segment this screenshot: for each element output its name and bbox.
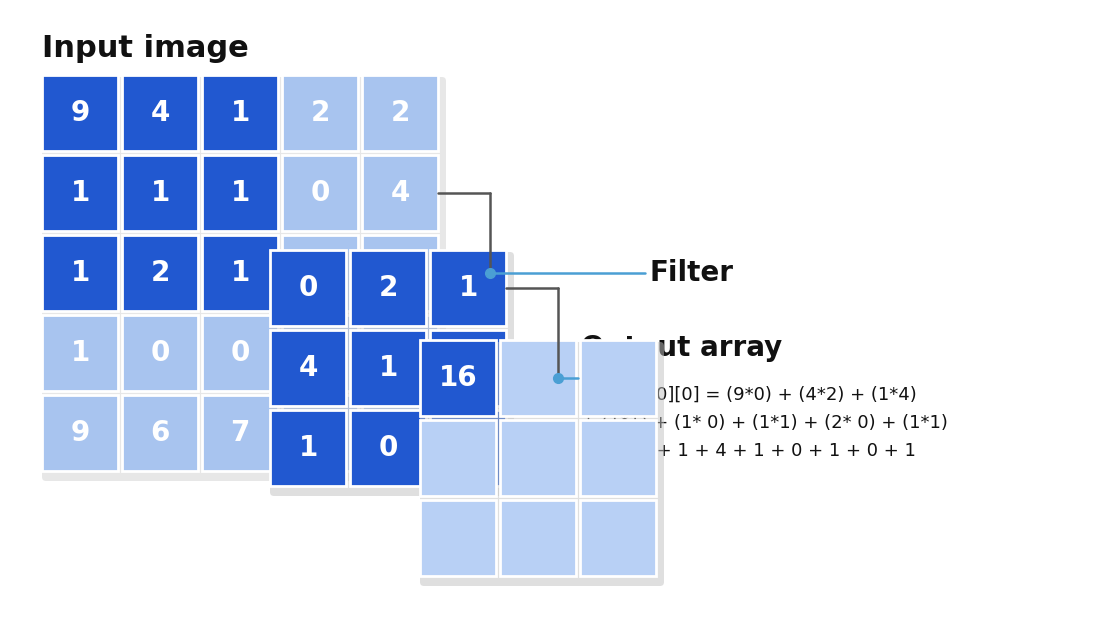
FancyBboxPatch shape [362, 75, 438, 151]
FancyBboxPatch shape [362, 395, 438, 471]
FancyBboxPatch shape [122, 395, 198, 471]
Text: + (1*1) + (1* 0) + (1*1) + (2* 0) + (1*1): + (1*1) + (1* 0) + (1*1) + (2* 0) + (1*1… [581, 414, 948, 432]
FancyBboxPatch shape [122, 75, 198, 151]
Text: Output array: Output array [581, 334, 782, 362]
FancyBboxPatch shape [420, 420, 496, 496]
FancyBboxPatch shape [270, 252, 514, 496]
FancyBboxPatch shape [202, 155, 278, 231]
FancyBboxPatch shape [202, 75, 278, 151]
FancyBboxPatch shape [282, 155, 358, 231]
Text: 1: 1 [231, 259, 250, 287]
FancyBboxPatch shape [580, 340, 656, 416]
FancyBboxPatch shape [362, 155, 438, 231]
FancyBboxPatch shape [270, 250, 346, 326]
FancyBboxPatch shape [500, 420, 576, 496]
FancyBboxPatch shape [430, 410, 506, 486]
FancyBboxPatch shape [420, 342, 664, 586]
Text: 1: 1 [150, 179, 169, 207]
Text: 1: 1 [231, 99, 250, 127]
FancyBboxPatch shape [122, 235, 198, 311]
FancyBboxPatch shape [43, 235, 118, 311]
FancyBboxPatch shape [202, 315, 278, 391]
Text: 1: 1 [71, 339, 90, 367]
Text: 1: 1 [71, 259, 90, 287]
Text: 6: 6 [150, 419, 170, 447]
FancyBboxPatch shape [282, 235, 358, 311]
Text: 4: 4 [298, 354, 318, 382]
Text: 1: 1 [298, 434, 318, 462]
Text: 1: 1 [391, 419, 410, 447]
FancyBboxPatch shape [282, 75, 358, 151]
FancyBboxPatch shape [122, 315, 198, 391]
FancyBboxPatch shape [270, 410, 346, 486]
Text: Output [0][0] = (9*0) + (4*2) + (1*4): Output [0][0] = (9*0) + (4*2) + (1*4) [581, 386, 917, 404]
Text: 4: 4 [390, 179, 410, 207]
FancyBboxPatch shape [43, 155, 118, 231]
FancyBboxPatch shape [362, 315, 438, 391]
Text: 3: 3 [390, 339, 410, 367]
FancyBboxPatch shape [349, 410, 426, 486]
FancyBboxPatch shape [420, 500, 496, 576]
Text: 7: 7 [231, 419, 250, 447]
FancyBboxPatch shape [580, 420, 656, 496]
Text: 16: 16 [439, 364, 477, 392]
Text: 4: 4 [150, 99, 170, 127]
Text: 0: 0 [310, 179, 329, 207]
Text: 4: 4 [310, 419, 329, 447]
Text: 2: 2 [310, 99, 329, 127]
Text: 9: 9 [71, 99, 90, 127]
FancyBboxPatch shape [430, 250, 506, 326]
FancyBboxPatch shape [282, 315, 358, 391]
Text: 1: 1 [231, 179, 250, 207]
FancyBboxPatch shape [580, 500, 656, 576]
Text: 0: 0 [231, 339, 250, 367]
Text: 2: 2 [390, 99, 410, 127]
Text: 0: 0 [298, 274, 318, 302]
FancyBboxPatch shape [43, 77, 446, 481]
Text: 9: 9 [71, 419, 90, 447]
FancyBboxPatch shape [122, 155, 198, 231]
FancyBboxPatch shape [43, 75, 118, 151]
Text: 0: 0 [150, 339, 170, 367]
Text: 6: 6 [390, 259, 410, 287]
FancyBboxPatch shape [43, 395, 118, 471]
Text: Input image: Input image [43, 34, 249, 63]
Text: = 16: = 16 [581, 470, 625, 488]
FancyBboxPatch shape [430, 330, 506, 406]
FancyBboxPatch shape [349, 250, 426, 326]
Text: 2: 2 [150, 259, 170, 287]
FancyBboxPatch shape [500, 340, 576, 416]
Text: 1: 1 [458, 434, 477, 462]
FancyBboxPatch shape [420, 340, 496, 416]
FancyBboxPatch shape [202, 395, 278, 471]
Text: 1: 1 [458, 274, 477, 302]
Text: 0: 0 [458, 354, 478, 382]
Text: = 0 + 8 + 1 + 4 + 1 + 0 + 1 + 0 + 1: = 0 + 8 + 1 + 4 + 1 + 0 + 1 + 0 + 1 [581, 442, 916, 460]
FancyBboxPatch shape [270, 330, 346, 406]
FancyBboxPatch shape [349, 330, 426, 406]
FancyBboxPatch shape [43, 315, 118, 391]
FancyBboxPatch shape [362, 235, 438, 311]
FancyBboxPatch shape [500, 500, 576, 576]
Text: 0: 0 [310, 259, 329, 287]
Text: 1: 1 [71, 179, 90, 207]
Text: 2: 2 [379, 274, 398, 302]
Text: 0: 0 [379, 434, 398, 462]
Text: 2: 2 [310, 339, 329, 367]
FancyBboxPatch shape [282, 395, 358, 471]
Text: Filter: Filter [650, 259, 734, 287]
Text: 1: 1 [379, 354, 398, 382]
FancyBboxPatch shape [202, 235, 278, 311]
